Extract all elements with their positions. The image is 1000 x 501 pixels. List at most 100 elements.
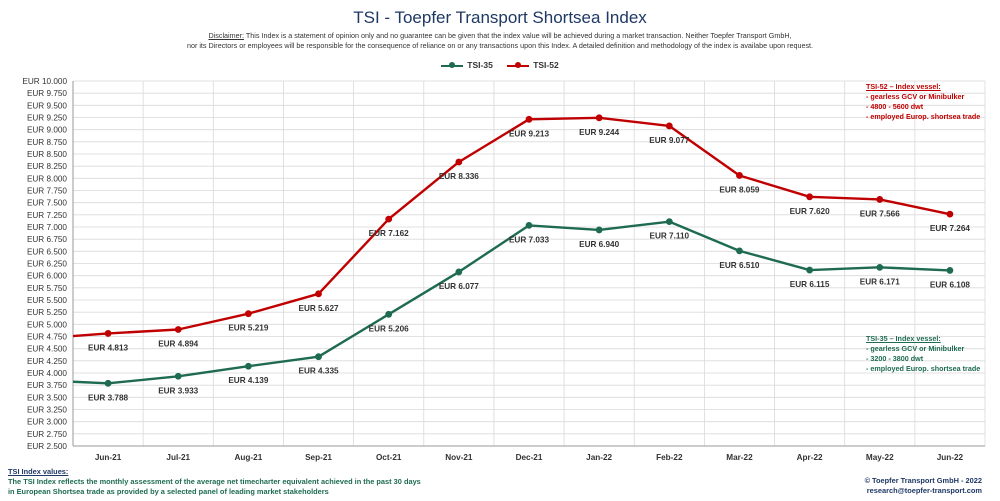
- data-label-tsi52: EUR 4.813: [88, 343, 128, 352]
- x-tick-label: Mar-22: [726, 453, 753, 462]
- data-label-tsi52: EUR 7.566: [860, 209, 900, 218]
- y-tick-label: EUR 9.000: [27, 126, 67, 135]
- x-tick-label: Jun-22: [937, 453, 964, 462]
- data-point-tsi35: [385, 310, 393, 318]
- x-tick-label: Dec-21: [516, 453, 543, 462]
- tsi35-note-line: - employed Europ. shortsea trade: [866, 364, 981, 373]
- data-point-tsi52: [946, 210, 954, 218]
- data-label-tsi52: EUR 8.336: [439, 172, 479, 181]
- x-tick-label: Jul-21: [166, 453, 190, 462]
- data-point-tsi35: [736, 247, 743, 255]
- data-label-tsi52: EUR 9.213: [509, 129, 549, 138]
- legend-swatch-tsi52: [507, 61, 530, 68]
- disclaimer-label: Disclaimer:: [208, 31, 245, 40]
- y-tick-label: EUR 5.000: [27, 320, 67, 329]
- data-label-tsi35: EUR 6.171: [860, 277, 900, 286]
- tsi52-note-line: - gearless GCV or Minibulker: [866, 92, 965, 101]
- copyright-line-2: research@toepfer-transport.com: [866, 486, 982, 495]
- legend: TSI-35 TSI-52: [0, 60, 1000, 70]
- tsi52-note-line: - 4800 - 5600 dwt: [866, 102, 924, 111]
- legend-item-tsi35: TSI-35: [441, 60, 493, 70]
- data-point-tsi52: [315, 290, 322, 298]
- data-label-tsi35: EUR 6.108: [930, 280, 970, 289]
- data-point-tsi52: [244, 310, 252, 318]
- data-label-tsi52: EUR 9.244: [579, 128, 619, 137]
- data-label-tsi52: EUR 5.627: [299, 304, 339, 313]
- series-line-tsi52: [72, 116, 951, 338]
- x-tick-label: Sep-21: [305, 453, 332, 462]
- data-label-tsi35: EUR 4.335: [299, 367, 339, 376]
- footer-line-2: in European Shortsea trade as provided b…: [8, 487, 329, 496]
- tsi35-note-header: TSI-35 – Index vessel:: [866, 334, 941, 343]
- data-label-tsi52: EUR 4.894: [158, 339, 198, 348]
- data-point-tsi52: [104, 330, 112, 337]
- data-label-tsi35: EUR 4.139: [228, 376, 268, 385]
- data-label-tsi35: EUR 7.110: [650, 232, 690, 241]
- data-label-tsi52: EUR 9.077: [649, 136, 689, 145]
- tsi35-note-line: - 3200 - 3800 dwt: [866, 354, 924, 363]
- y-tick-label: EUR 6.500: [27, 247, 67, 256]
- y-tick-label: EUR 9.250: [27, 114, 67, 123]
- disclaimer-line-1: This Index is a statement of opinion onl…: [244, 31, 792, 40]
- data-point-tsi52: [455, 158, 463, 166]
- footer-header: TSI Index values:: [8, 467, 69, 476]
- y-tick-label: EUR 8.500: [27, 150, 67, 159]
- legend-label-tsi52: TSI-52: [533, 60, 559, 70]
- data-label-tsi52: EUR 7.162: [369, 229, 409, 238]
- data-point-tsi52: [736, 172, 743, 179]
- data-point-tsi52: [385, 215, 393, 223]
- x-tick-label: Jun-21: [95, 453, 122, 462]
- y-tick-label: EUR 7.750: [27, 187, 67, 196]
- y-tick-label: EUR 5.500: [27, 296, 67, 305]
- data-point-tsi35: [665, 218, 673, 226]
- copyright-line-1: © Toepfer Transport GmbH - 2022: [864, 476, 982, 485]
- y-tick-label: EUR 4.500: [27, 345, 67, 354]
- data-point-tsi52: [525, 115, 533, 123]
- y-tick-label: EUR 2.500: [27, 442, 67, 451]
- x-tick-label: May-22: [866, 453, 894, 462]
- tsi52-note-header: TSI-52 – Index vessel:: [866, 82, 941, 91]
- x-tick-label: Oct-21: [376, 453, 402, 462]
- data-label-tsi35: EUR 6.940: [579, 240, 619, 249]
- data-label-tsi52: EUR 7.264: [930, 224, 970, 233]
- data-label-tsi35: EUR 3.933: [158, 386, 198, 395]
- y-tick-label: EUR 8.750: [27, 138, 67, 147]
- y-tick-label: EUR 4.000: [27, 369, 67, 378]
- data-point-tsi35: [876, 263, 884, 271]
- data-label-tsi35: EUR 6.115: [790, 280, 830, 289]
- copyright: © Toepfer Transport GmbH - 2022 research…: [865, 476, 982, 496]
- tsi35-note-line: - gearless GCV or Minibulker: [866, 344, 965, 353]
- disclaimer: Disclaimer: This Index is a statement of…: [0, 31, 1000, 51]
- y-tick-label: EUR 8.000: [27, 174, 67, 183]
- data-label-tsi35: EUR 3.788: [88, 393, 128, 402]
- data-point-tsi52: [876, 196, 884, 203]
- data-label-tsi35: EUR 6.510: [719, 261, 759, 270]
- x-tick-label: Aug-21: [235, 453, 263, 462]
- legend-swatch-tsi35: [441, 61, 464, 68]
- y-tick-label: EUR 4.250: [27, 357, 67, 366]
- y-tick-label: EUR 4.750: [27, 333, 67, 342]
- data-label-tsi35: EUR 6.077: [439, 282, 479, 291]
- tsi35-vessel-note: TSI-35 – Index vessel: - gearless GCV or…: [866, 334, 980, 374]
- x-tick-label: Nov-21: [445, 453, 473, 462]
- y-tick-label: EUR 8.250: [27, 162, 67, 171]
- data-point-tsi35: [595, 226, 603, 234]
- data-label-tsi35: EUR 5.206: [369, 324, 409, 333]
- y-tick-label: EUR 6.750: [27, 235, 67, 244]
- y-tick-label: EUR 5.250: [27, 308, 67, 317]
- data-point-tsi35: [525, 221, 533, 229]
- y-tick-label: EUR 3.500: [27, 393, 67, 402]
- data-point-tsi35: [806, 266, 814, 274]
- series-line-tsi35: [72, 220, 950, 385]
- y-tick-label: EUR 9.500: [27, 101, 67, 110]
- data-point-tsi52: [595, 114, 603, 122]
- y-tick-label: EUR 7.000: [27, 223, 67, 232]
- footer-line-1: The TSI Index reflects the monthly asses…: [8, 477, 421, 486]
- data-point-tsi35: [946, 267, 954, 274]
- data-point-tsi35: [315, 353, 322, 361]
- y-tick-label: EUR 9.750: [27, 89, 67, 98]
- data-point-tsi52: [174, 326, 182, 333]
- x-tick-label: Jan-22: [586, 453, 612, 462]
- y-tick-label: EUR 3.000: [27, 418, 67, 427]
